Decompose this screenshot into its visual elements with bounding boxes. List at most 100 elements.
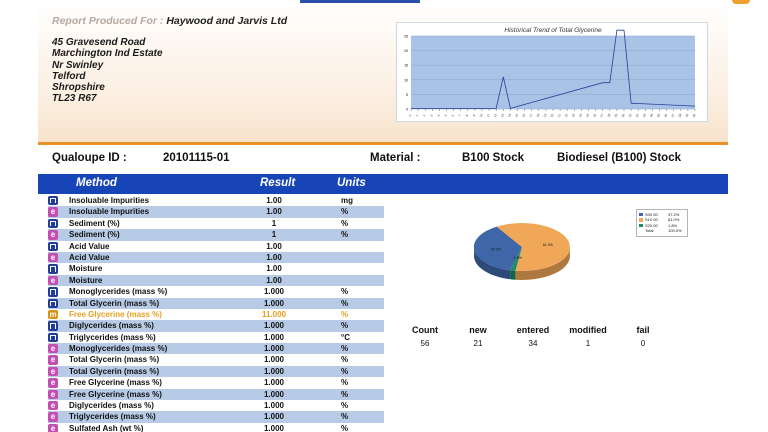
legend-percent: 37.2%: [668, 211, 680, 217]
method-unit: %: [341, 389, 349, 399]
pie-slice-side: [510, 270, 516, 280]
table-row: Diglycerides (mass %) 1.000%: [48, 320, 384, 332]
method-result: 1.000: [263, 412, 285, 422]
method-type-e-icon: e: [48, 252, 58, 263]
trend-y-tick: 25: [404, 35, 408, 39]
pie-slice: [510, 247, 522, 271]
table-row: e Sulfated Ash (wt %) 1.000%: [48, 423, 384, 432]
table-row: e Triglycerides (mass %) 1.000%: [48, 411, 384, 423]
stat-header: new: [469, 325, 487, 335]
method-unit: %: [341, 218, 349, 228]
method-name: Diglycerides (mass %): [69, 321, 154, 331]
stat-value: 56: [420, 339, 430, 348]
trend-plot-area: [411, 36, 695, 109]
pie-slice-side: [474, 248, 511, 280]
method-unit: %: [341, 287, 349, 297]
trend-y-tick: 20: [404, 49, 408, 53]
table-row: Triglycerides (mass %) 1.000 °C: [48, 332, 384, 343]
trend-x-label: 17: [528, 113, 533, 118]
trend-x-label: 12: [493, 113, 498, 118]
company-name: Haywood and Jarvis Ltd: [166, 15, 288, 27]
material-label: Material :: [370, 152, 421, 164]
pie-slice-side: [515, 248, 570, 280]
trend-x-label: 4: [436, 113, 440, 117]
legend-percent: 1.8%: [668, 222, 678, 228]
method-type-n-icon: [48, 196, 58, 206]
table-row: e Insoluable Impurities 1.00%: [48, 206, 384, 218]
method-unit: %: [341, 423, 349, 432]
method-result: 1.000: [263, 287, 285, 297]
method-type-n-icon: [48, 321, 58, 331]
table-row: e Free Glycerine (mass %) 1.000%: [48, 388, 384, 401]
trend-x-label: 10: [479, 113, 484, 118]
stat-header: modified: [569, 325, 607, 335]
trend-x-label: 9: [472, 113, 476, 117]
trend-x-label: 14: [507, 113, 512, 118]
stat-value: 1: [585, 339, 591, 348]
method-name: Total Glycerin (mass %): [69, 355, 160, 365]
method-type-e-icon: e: [48, 401, 58, 411]
method-type-e-icon: e: [48, 355, 58, 365]
legend-swatch: [639, 218, 643, 222]
stat-value: 21: [473, 339, 483, 348]
method-result: 1.000: [263, 401, 285, 411]
trend-x-label: 29: [613, 113, 618, 118]
method-result: 1.000: [263, 332, 285, 342]
stat-value: 34: [528, 339, 538, 348]
method-result: 1.00: [266, 252, 282, 262]
method-unit: %: [341, 378, 349, 388]
method-name: Total Glycerin (mass %): [69, 366, 160, 376]
table-row: e Sediment (%) 1%: [48, 229, 384, 241]
method-name: Free Glycerine (mass %): [69, 309, 162, 319]
table-row: e Monoglycerides (mass %) 1.000%: [48, 343, 384, 355]
method-result: 1.000: [263, 423, 285, 432]
method-unit: %: [341, 401, 349, 411]
legend-swatch: [639, 212, 643, 216]
method-type-e-icon: e: [48, 344, 58, 354]
material-name: Biodiesel (B100) Stock: [557, 152, 681, 164]
trend-x-label: 20: [550, 113, 555, 118]
trend-x-label: 39: [684, 113, 689, 118]
method-unit: %: [341, 366, 349, 376]
trend-x-label: 25: [585, 113, 590, 118]
legend-swatch: [639, 223, 643, 227]
trend-x-label: 8: [465, 113, 469, 117]
pie-slice-label: 61.0%: [543, 243, 553, 247]
trend-x-label: 36: [663, 113, 668, 118]
trend-x-label: 13: [500, 113, 505, 118]
method-type-e-icon: e: [48, 423, 58, 432]
method-result: 1.00: [266, 241, 282, 251]
pie-slice: [473, 226, 522, 271]
table-row: Total Glycerin (mass %) 1.000%: [48, 297, 384, 309]
method-name: Diglycerides (mass %): [69, 401, 154, 411]
method-result: 1.00: [266, 196, 282, 205]
table-row: Moisture 1.00: [48, 263, 384, 274]
trend-x-label: 6: [451, 113, 455, 117]
method-type-e-icon: e: [48, 207, 58, 217]
method-type-n-icon: [48, 241, 58, 251]
trend-x-label: 22: [564, 113, 569, 118]
method-type-m-icon: m: [48, 309, 58, 320]
trend-chart: Historical Trend of Total Glycerine 0 5 10…: [396, 22, 708, 122]
trend-x-label: 18: [535, 113, 540, 118]
method-result: 1.00: [266, 275, 282, 285]
trend-x-label: 5: [443, 113, 447, 117]
trend-x-label: 40: [692, 113, 697, 118]
trend-x-label: 7: [458, 113, 462, 117]
header-top-accent: [300, 0, 420, 3]
method-type-n-icon: [48, 264, 58, 274]
method-type-e-icon: e: [48, 378, 58, 388]
table-row: e Total Glycerin (mass %) 1.000%: [48, 365, 384, 378]
trend-title: Historical Trend of Total Glycerine: [504, 27, 602, 34]
method-result: 1.000: [263, 298, 285, 308]
method-result: 1.000: [263, 366, 285, 376]
pie-slice: [496, 223, 570, 272]
pie-chart: 37.2% 61.0% 1.8%: [473, 223, 570, 280]
method-result: 1.000: [263, 344, 285, 354]
method-name: Acid Value: [69, 241, 110, 251]
legend-entry: S20 00 1.8%: [639, 223, 685, 229]
legend-total: Total 100.0%: [639, 228, 685, 234]
method-result: 1.000: [263, 378, 285, 388]
address-line: 45 Gravesend Road: [52, 37, 146, 48]
